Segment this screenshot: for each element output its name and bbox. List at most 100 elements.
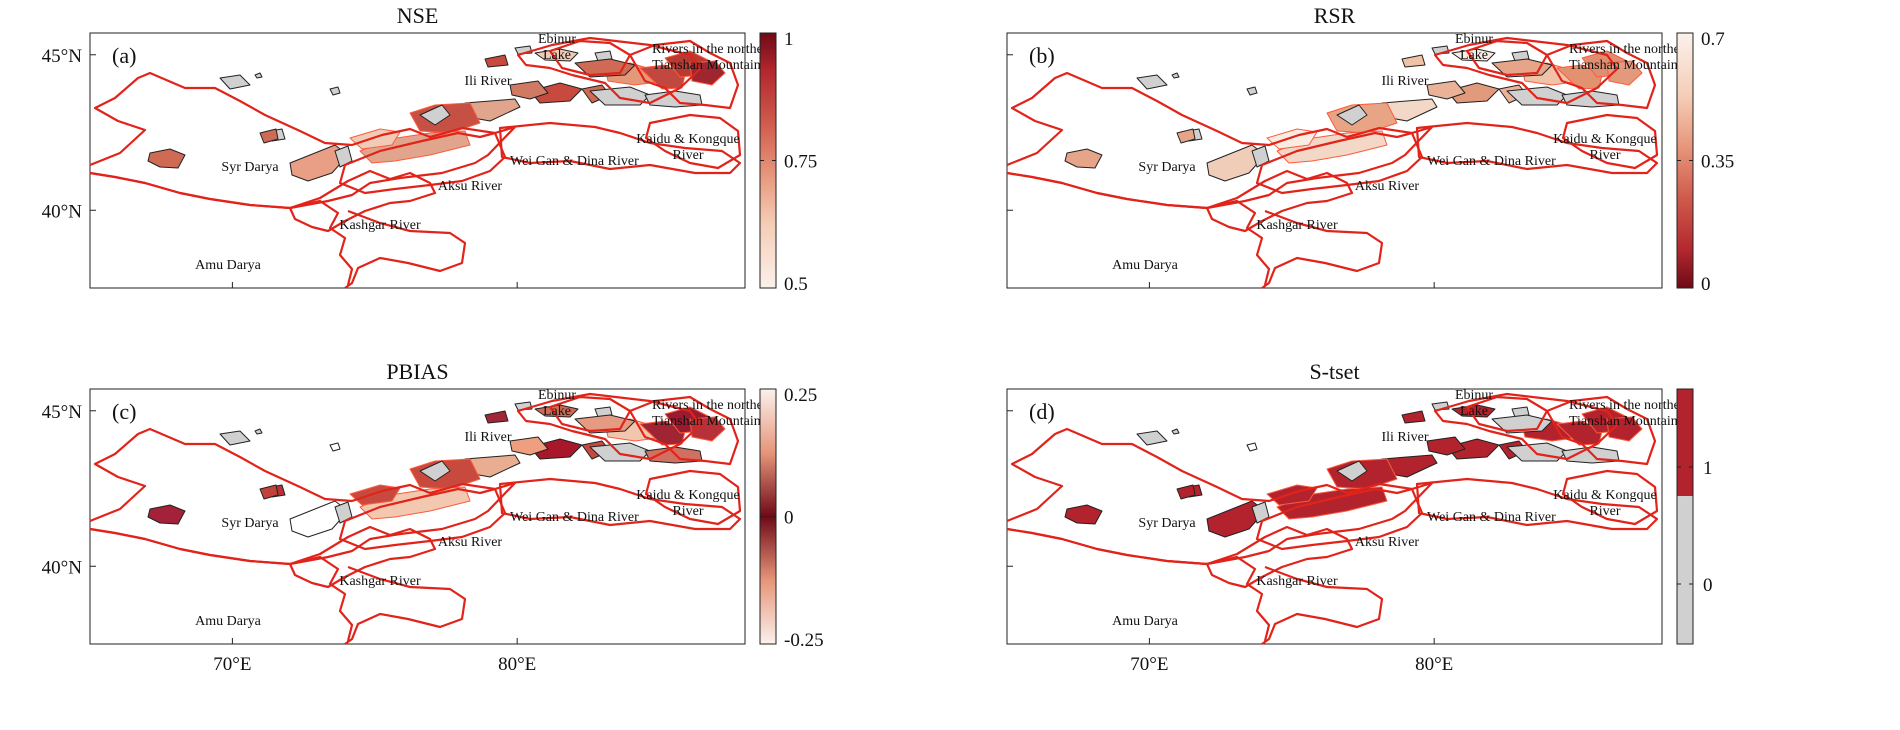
sub-basin-11 <box>147 504 186 525</box>
lat-label: 45°N <box>42 46 83 67</box>
panel-title: RSR <box>1314 3 1356 28</box>
weigan-dina-basin <box>498 477 742 531</box>
label-syr: Syr Darya <box>1138 516 1196 531</box>
label-northern: Rivers in the northern <box>652 42 774 57</box>
label-kashgar: Kashgar River <box>1256 574 1338 589</box>
label-kaidu: Kaidu & Kongque <box>1553 488 1656 503</box>
ebinur-lake-basin <box>1465 395 1549 433</box>
kashgar-river-basin <box>1205 169 1354 233</box>
lat-label: 40°N <box>42 557 83 578</box>
colorbar-gradient <box>760 33 776 288</box>
label-kaidu: River <box>672 504 703 519</box>
aksu-river-basin <box>338 131 507 195</box>
basin-boundaries <box>89 36 742 289</box>
label-ebinur: Lake <box>543 404 571 419</box>
colorbar-tick-label: 0 <box>1703 575 1713 596</box>
amu-darya-basin <box>1006 527 1271 642</box>
sub-basin-2 <box>254 428 263 435</box>
colorbar-tick-label: 0 <box>1701 274 1711 295</box>
label-ili: Ili River <box>1381 430 1428 445</box>
label-kaidu: Kaidu & Kongque <box>636 488 739 503</box>
southern-extension <box>1261 565 1384 645</box>
label-ebinur: Ebinur <box>1455 388 1493 403</box>
amu-darya-basin <box>89 171 354 286</box>
label-northern: Tianshan Mountains <box>1569 58 1683 73</box>
label-ili: Ili River <box>464 74 511 89</box>
label-kaidu: River <box>1589 504 1620 519</box>
sub-basins <box>1064 45 1643 182</box>
label-kaidu: Kaidu & Kongque <box>1553 132 1656 147</box>
sub-basin-9 <box>359 130 471 164</box>
ili-river-basin <box>1433 36 1619 105</box>
basin-boundaries <box>89 392 742 645</box>
colorbar-border <box>1676 32 1694 289</box>
sub-basin-1 <box>1136 74 1168 90</box>
label-syr: Syr Darya <box>221 160 279 175</box>
sub-basins <box>147 45 726 182</box>
label-aksu: Aksu River <box>1355 179 1420 194</box>
sub-basin-2 <box>254 72 263 79</box>
sub-basin-6 <box>1246 86 1258 96</box>
colorbar: 0.25 0 -0.25 <box>759 385 824 651</box>
sub-basin-13 <box>334 501 353 524</box>
label-northern: Rivers in the northern <box>1569 42 1691 57</box>
colorbar-tick-label: 1 <box>784 29 794 50</box>
kashgar-river-basin <box>288 525 437 589</box>
sub-basin-11 <box>147 148 186 169</box>
colorbar-tick-label: 1 <box>1703 458 1713 479</box>
panel-tag: (b) <box>1029 43 1055 68</box>
label-aksu: Aksu River <box>438 179 503 194</box>
ebinur-lake-basin <box>548 39 632 77</box>
colorbar-tick-label: 0.75 <box>784 152 817 173</box>
label-amu: Amu Darya <box>195 258 261 273</box>
kashgar-river-basin <box>288 169 437 233</box>
sub-basin-9 <box>359 486 471 520</box>
sub-basin-27 <box>1401 54 1426 68</box>
panel-title: NSE <box>397 3 439 28</box>
label-kashgar: Kashgar River <box>339 218 421 233</box>
colorbar-tick-label: 0 <box>784 508 794 529</box>
colorbar-border <box>759 388 777 645</box>
label-amu: Amu Darya <box>1112 258 1178 273</box>
panel-tag: (d) <box>1029 399 1055 424</box>
lat-label: 40°N <box>42 201 83 222</box>
label-ebinur: Ebinur <box>1455 32 1493 47</box>
label-northern: Rivers in the northern <box>1569 398 1691 413</box>
weigan-dina-basin <box>1415 121 1659 175</box>
sub-basin-24 <box>1336 104 1368 126</box>
label-kaidu: Kaidu & Kongque <box>636 132 739 147</box>
lon-label: 80°E <box>498 654 536 675</box>
sub-basin-13 <box>334 145 353 168</box>
label-kaidu: River <box>672 148 703 163</box>
ili-river-basin <box>1433 392 1619 461</box>
sub-basin-21 <box>509 80 549 100</box>
sub-basin-6 <box>329 442 341 452</box>
label-weigan: Wei Gan & Dina River <box>510 154 639 169</box>
aksu-river-basin <box>1255 487 1424 551</box>
label-ebinur: Ebinur <box>538 388 576 403</box>
colorbar: 0.7 0.35 0 <box>1676 29 1734 295</box>
sub-basin-27 <box>484 410 509 424</box>
southern-extension <box>1261 209 1384 289</box>
label-aksu: Aksu River <box>438 535 503 550</box>
label-ebinur: Lake <box>543 48 571 63</box>
amu-darya-basin <box>89 527 354 642</box>
panel-tag: (c) <box>112 399 136 424</box>
sub-basin-27 <box>1401 410 1426 424</box>
northern-tianshan-basin <box>1545 395 1657 466</box>
label-northern: Rivers in the northern <box>652 398 774 413</box>
colorbar: 10 <box>1676 388 1713 645</box>
sub-basin-24 <box>419 460 451 482</box>
amu-darya-basin <box>1006 171 1271 286</box>
northern-tianshan-basin <box>1545 39 1657 110</box>
sub-basin-12 <box>1176 128 1196 144</box>
sub-basin-24 <box>419 104 451 126</box>
lon-label: 70°E <box>213 654 251 675</box>
lon-label: 80°E <box>1415 654 1453 675</box>
sub-basin-27 <box>484 54 509 68</box>
sub-basin-1 <box>219 430 251 446</box>
aksu-river-basin <box>1255 131 1424 195</box>
label-amu: Amu Darya <box>195 614 261 629</box>
